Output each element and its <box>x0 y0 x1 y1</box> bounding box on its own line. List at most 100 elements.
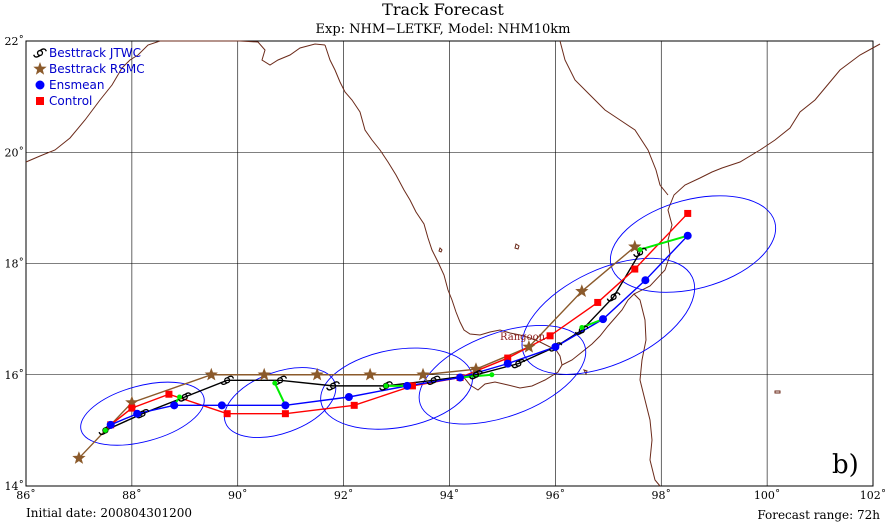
legend-item: Control <box>36 94 92 108</box>
rsmc-star-marker <box>72 451 86 464</box>
spread-point-marker <box>383 383 389 389</box>
legend-typhoon-icon <box>33 48 47 58</box>
uncertainty-ellipse <box>609 195 777 293</box>
control-square-marker <box>223 410 231 418</box>
ensmean-circle-marker <box>683 231 692 240</box>
rsmc-star-marker <box>204 367 218 381</box>
ensmean-circle-marker <box>456 373 465 382</box>
place-label-rangoon: Rangoon <box>500 332 546 343</box>
island-1 <box>514 243 520 250</box>
track-line-ensmean <box>110 235 689 426</box>
x-tick-label: 94˚ <box>440 489 460 502</box>
ensmean-circle-marker <box>551 342 560 351</box>
island-2 <box>438 247 443 253</box>
spread-point-marker <box>177 394 183 400</box>
rsmc-star-marker <box>310 367 324 381</box>
coastline-west <box>25 40 326 163</box>
spread-point-marker <box>272 380 278 386</box>
jtwc-typhoon-marker <box>606 292 621 302</box>
track-line-jtwc <box>105 252 641 432</box>
page-subtitle: Exp: NHM−LETKF, Model: NHM10km <box>315 22 571 37</box>
control-square-marker <box>350 401 358 409</box>
y-tick-label: 18˚ <box>5 258 25 271</box>
legend-star-icon <box>33 62 47 75</box>
coastline-myanmar-south <box>561 293 661 487</box>
jtwc-typhoon-marker <box>511 358 526 369</box>
coastline-east <box>324 44 563 391</box>
x-tick-label: 88˚ <box>122 489 142 502</box>
legend-label: Besttrack RSMC <box>49 62 145 76</box>
spread-point-marker <box>579 324 585 330</box>
control-square-marker <box>165 390 173 398</box>
jtwc-typhoon-marker <box>426 375 441 385</box>
y-tick-label: 22˚ <box>5 35 25 48</box>
control-square-marker <box>128 404 136 412</box>
border-thailand <box>633 43 881 295</box>
map-grid <box>25 40 874 487</box>
spread-point-marker <box>489 372 495 378</box>
ensmean-circle-marker <box>133 409 142 418</box>
legend-item: Besttrack RSMC <box>33 62 145 76</box>
x-tick-label: 86˚ <box>16 489 36 502</box>
x-tick-label: 98˚ <box>652 489 672 502</box>
spread-line <box>460 373 492 379</box>
control-square-marker <box>281 410 289 418</box>
rsmc-star-marker <box>257 367 271 381</box>
ensmean-circle-marker <box>217 401 226 410</box>
x-tick-label: 96˚ <box>546 489 566 502</box>
jtwc-typhoon-marker <box>220 375 235 385</box>
rsmc-star-marker <box>363 367 377 381</box>
spread-point-marker <box>102 427 108 433</box>
legend-label: Besttrack JTWC <box>49 46 141 60</box>
rsmc-star-marker <box>416 367 430 381</box>
legend-square-icon <box>36 97 44 105</box>
ensmean-circle-marker <box>403 381 412 390</box>
spread-point-marker <box>637 247 643 253</box>
control-square-marker <box>684 209 692 217</box>
rsmc-star-marker <box>522 339 536 353</box>
x-tick-label: 100˚ <box>754 489 781 502</box>
y-tick-label: 20˚ <box>5 146 25 159</box>
legend-item: Besttrack JTWC <box>33 46 141 60</box>
legend-label: Ensmean <box>49 78 104 92</box>
uncertainty-ellipse <box>223 367 337 438</box>
control-square-marker <box>546 332 554 340</box>
uncertainty-ellipse <box>80 381 205 446</box>
rsmc-star-marker <box>575 284 589 297</box>
map-frame <box>25 40 874 487</box>
y-tick-label: 14˚ <box>5 480 25 493</box>
x-tick-label: 90˚ <box>228 489 248 502</box>
rsmc-star-marker <box>469 362 483 375</box>
ensmean-circle-marker <box>106 420 115 429</box>
control-square-marker <box>408 382 416 390</box>
control-square-marker <box>594 298 602 306</box>
x-tick-label: 102˚ <box>860 489 886 502</box>
forecast-tracks <box>78 212 689 459</box>
ensmean-circle-marker <box>281 401 290 410</box>
spread-lines <box>104 234 688 432</box>
uncertainty-ellipse <box>521 257 696 375</box>
border-north <box>559 40 669 196</box>
control-square-marker <box>631 265 639 273</box>
ensmean-circle-marker <box>344 393 353 401</box>
rsmc-star-marker <box>628 239 642 253</box>
jtwc-typhoon-marker <box>469 370 483 380</box>
uncertainty-ellipses <box>80 195 777 446</box>
track-line-rsmc <box>78 246 636 459</box>
axis-ticks: 86˚ 88˚ 90˚ 92˚ 94˚ 96˚ 98˚ 100˚ 102˚ 14˚ 16˚ 18˚ 20… <box>5 35 886 502</box>
track-markers <box>72 209 692 464</box>
initial-date: Initial date: 200804301200 <box>26 506 193 520</box>
ensmean-circle-marker <box>641 276 650 285</box>
ensmean-circle-marker <box>503 359 512 368</box>
ensmean-circle-marker <box>599 315 608 324</box>
legend-item: Ensmean <box>35 78 104 92</box>
y-tick-label: 16˚ <box>5 369 25 382</box>
legend-label: Control <box>49 94 92 108</box>
control-square-marker <box>504 354 512 362</box>
page-title: Track Forecast <box>382 0 504 19</box>
forecast-range: Forecast range: 72h <box>757 508 880 522</box>
panel-label: b) <box>832 450 859 480</box>
uncertainty-ellipse <box>418 325 587 425</box>
ensmean-circle-marker <box>170 401 179 410</box>
